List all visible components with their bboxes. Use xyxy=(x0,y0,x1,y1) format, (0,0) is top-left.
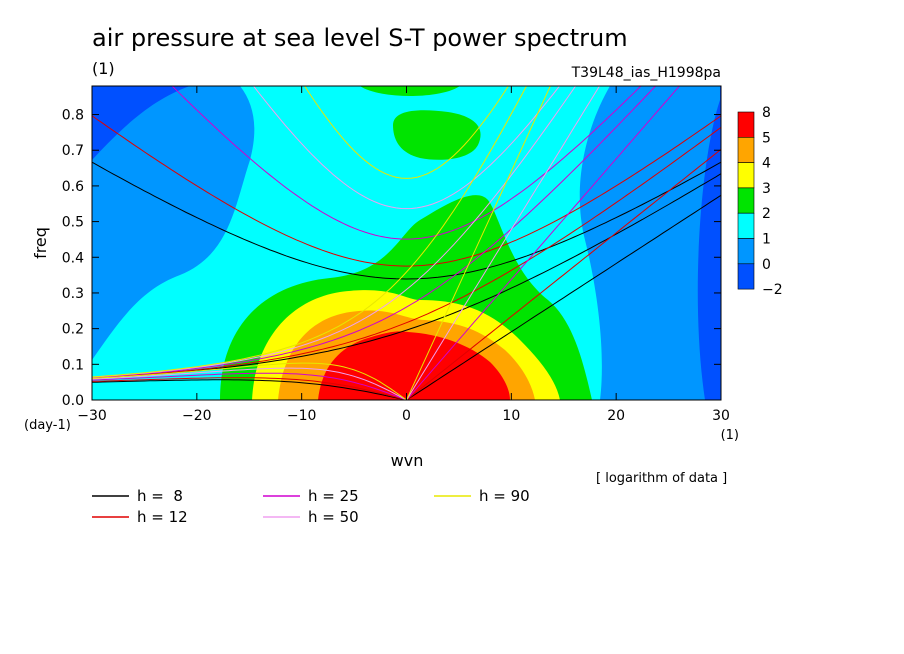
y-tick-label: 0.4 xyxy=(62,250,84,266)
contour-level-2c xyxy=(360,86,460,96)
colorbar-swatch xyxy=(737,212,755,239)
kelvin-curve xyxy=(406,148,721,400)
x-tick-label: −30 xyxy=(77,408,107,424)
mrg-curve xyxy=(92,86,577,378)
x-tick-label: 20 xyxy=(607,408,625,424)
colorbar-label: 2 xyxy=(762,206,771,222)
chart-subtitle-right: T39L48_ias_H1998pa xyxy=(571,65,721,81)
colorbar-swatch xyxy=(737,263,755,290)
colorbar-swatch xyxy=(737,162,755,189)
colorbar-swatch xyxy=(737,137,755,163)
colorbar-swatch xyxy=(737,238,755,265)
colorbar-label: 0 xyxy=(762,257,771,273)
rossby-curve xyxy=(92,379,407,400)
rossby-curve xyxy=(92,372,407,400)
x-tick-label: 10 xyxy=(502,408,520,424)
mrg-curve xyxy=(92,86,528,378)
legend: h = 8 h = 12 h = 25 h = 50 h = 90 xyxy=(92,487,530,526)
x-tick-label: −10 xyxy=(287,408,317,424)
legend-label: h = 12 xyxy=(137,508,188,526)
mrg-curve xyxy=(92,86,657,378)
kelvin-curve xyxy=(406,86,551,400)
inertio-gravity-curve xyxy=(304,86,509,179)
kelvin-curve xyxy=(406,86,601,400)
colorbar-label: 4 xyxy=(762,156,771,172)
rossby-curve xyxy=(92,362,407,400)
y-axis-label: freq xyxy=(31,227,50,259)
inertio-gravity-curve xyxy=(92,115,721,267)
x-tick-label: 30 xyxy=(712,408,730,424)
mrg-curve xyxy=(92,126,721,379)
y-tick-label: 0.3 xyxy=(62,286,84,302)
y-tick-label: 0.0 xyxy=(62,393,84,409)
colorbar-swatch xyxy=(737,187,755,214)
inertio-gravity-curve xyxy=(171,86,642,240)
x-axis-label: wvn xyxy=(391,451,424,470)
y-tick-label: 0.1 xyxy=(62,357,84,373)
colorbar-label: 3 xyxy=(762,181,771,197)
colorbar-label: 1 xyxy=(762,232,771,248)
x-unit-label: (1) xyxy=(721,428,739,443)
y-tick-label: 0.8 xyxy=(62,108,84,124)
inertio-gravity-curve xyxy=(92,161,721,280)
y-unit-label: (day-1) xyxy=(24,418,71,433)
kelvin-curve xyxy=(406,194,721,400)
rossby-curve xyxy=(92,377,407,400)
legend-label: h = 25 xyxy=(308,487,359,505)
data-note: [ logarithm of data ] xyxy=(596,471,727,486)
y-tick-label: 0.6 xyxy=(62,179,84,195)
chart-subtitle-left: (1) xyxy=(92,59,115,78)
inertio-gravity-curve xyxy=(252,86,561,210)
contour-fills xyxy=(92,86,721,400)
colorbar-swatch xyxy=(737,111,755,138)
contour-level-2b xyxy=(393,110,481,160)
legend-label: h = 90 xyxy=(479,487,530,505)
x-tick-label: 0 xyxy=(402,408,411,424)
legend-label: h = 8 xyxy=(137,487,183,505)
contour-level-5 xyxy=(318,331,510,400)
x-tick-label: −20 xyxy=(182,408,212,424)
colorbar-label: −2 xyxy=(762,282,783,298)
colorbar-label: 8 xyxy=(762,105,771,121)
rossby-curve xyxy=(92,367,407,400)
chart-title: air pressure at sea level S-T power spec… xyxy=(92,24,628,52)
dispersion-curves xyxy=(92,86,721,400)
y-tick-label: 0.5 xyxy=(62,215,84,231)
colorbar: 8 5 4 3 2 1 0 −2 xyxy=(737,105,783,298)
y-tick-label: 0.7 xyxy=(62,143,84,159)
kelvin-curve xyxy=(406,86,681,400)
axes: −30 −20 −10 0 10 20 30 0.0 0.1 0.2 0.3 0.4 0.5 0.6 0.7… xyxy=(62,86,730,424)
colorbar-label: 5 xyxy=(762,130,771,146)
legend-label: h = 50 xyxy=(308,508,359,526)
y-tick-label: 0.2 xyxy=(62,322,84,338)
